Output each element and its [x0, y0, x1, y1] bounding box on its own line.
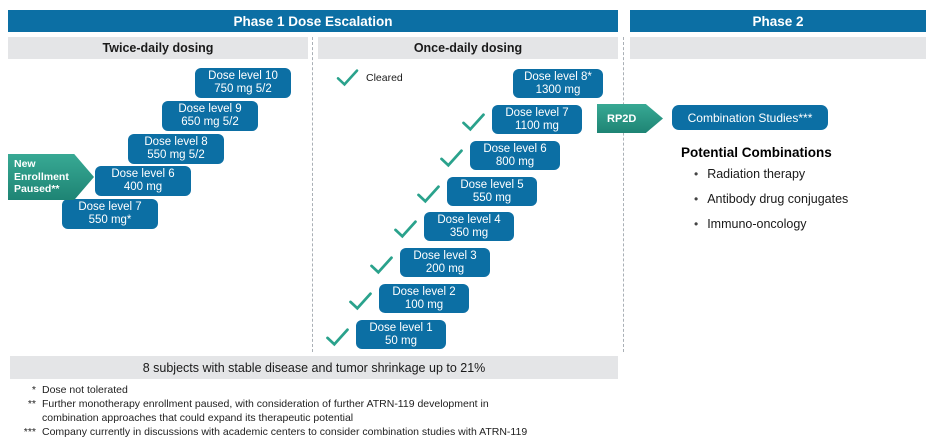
footnotes: * Dose not tolerated ** Further monother…	[2, 384, 622, 441]
bullet-text: Antibody drug conjugates	[707, 192, 849, 206]
dose-box-label: Dose level 7	[78, 201, 142, 213]
dose-box-qd-7: Dose level 7 1100 mg	[462, 105, 582, 134]
cleared-legend-label: Cleared	[366, 71, 403, 84]
phase2-header: Phase 2	[630, 10, 926, 32]
dose-box-label: Dose level 6	[483, 142, 547, 155]
dose-box-qd-5: Dose level 5 550 mg	[417, 177, 537, 206]
footnote-text: Company currently in discussions with ac…	[42, 426, 528, 439]
cleared-legend: Cleared	[336, 68, 403, 87]
dose-box-bid-10: Dose level 10 750 mg 5/2	[195, 68, 291, 98]
list-item: Radiation therapy	[694, 167, 848, 181]
dose-box-bid-6: Dose level 6 400 mg	[95, 166, 191, 196]
dose-box-label: Dose level 3	[413, 249, 477, 262]
dose-box-dose: 400 mg	[123, 181, 163, 193]
dose-box-dose: 750 mg 5/2	[214, 83, 272, 95]
twice-daily-title: Twice-daily dosing	[102, 41, 214, 55]
check-icon	[461, 112, 486, 136]
new-enrollment-paused-label: New Enrollment Paused**	[14, 158, 69, 196]
potential-combinations-list: Radiation therapy Antibody drug conjugat…	[694, 167, 848, 242]
dose-box-label: Dose level 5	[460, 178, 524, 191]
once-daily-title: Once-daily dosing	[413, 41, 523, 55]
twice-daily-subheader: Twice-daily dosing	[8, 37, 308, 59]
dose-box-dose: 1300 mg	[535, 83, 581, 96]
dose-box-dose: 200 mg	[425, 262, 465, 275]
footnote-symbol: *	[31, 384, 36, 396]
potential-combinations-title: Potential Combinations	[681, 145, 832, 160]
summary-bar: 8 subjects with stable disease and tumor…	[10, 356, 618, 379]
footnote-text: Dose not tolerated	[42, 384, 128, 396]
check-icon	[393, 219, 418, 243]
dose-box-dose: 1100 mg	[515, 119, 559, 132]
dose-box-dose: 550 mg*	[88, 214, 132, 226]
list-item: Antibody drug conjugates	[694, 192, 848, 206]
dose-box-dose: 550 mg	[472, 191, 512, 204]
check-icon	[369, 255, 394, 279]
dose-box-label: Dose level 8*	[524, 70, 592, 83]
phase1-title: Phase 1 Dose Escalation	[233, 13, 393, 29]
check-icon	[416, 184, 441, 208]
dose-box-dose: 650 mg 5/2	[181, 116, 239, 128]
check-icon	[348, 291, 373, 315]
dose-box-qd-1: Dose level 1 50 mg	[326, 320, 446, 349]
bullet-text: Immuno-oncology	[707, 217, 807, 231]
dose-box-label: Dose level 1	[369, 321, 433, 334]
divider-dashed-left	[312, 37, 313, 352]
dose-box-label: Dose level 6	[111, 168, 175, 180]
footnote-symbol: **	[27, 398, 36, 411]
dose-box-qd-3: Dose level 3 200 mg	[370, 248, 490, 277]
list-item: Immuno-oncology	[694, 217, 848, 231]
footnote-symbol: ***	[23, 426, 36, 439]
combination-studies-label: Combination Studies***	[687, 110, 813, 125]
phase2-title: Phase 2	[752, 13, 804, 29]
dose-box-dose: 350 mg	[449, 226, 489, 239]
dose-box-dose: 50 mg	[385, 334, 417, 347]
bullet-text: Radiation therapy	[707, 167, 806, 181]
dose-box-dose: 100 mg	[404, 298, 444, 311]
dose-box-label: Dose level 9	[178, 103, 242, 115]
phase2-subheader-empty	[630, 37, 926, 59]
check-icon	[336, 69, 359, 87]
phase1-header: Phase 1 Dose Escalation	[8, 10, 618, 32]
dose-box-bid-9: Dose level 9 650 mg 5/2	[162, 101, 258, 131]
dose-box-qd-6: Dose level 6 800 mg	[440, 141, 560, 170]
dose-box-bid-8: Dose level 8 550 mg 5/2	[128, 134, 224, 164]
footnote-text: Further monotherapy enrollment paused, w…	[42, 398, 489, 424]
dose-box-label: Dose level 4	[437, 213, 501, 226]
dose-box-bid-7: Dose level 7 550 mg*	[62, 199, 158, 229]
check-icon	[325, 327, 350, 351]
rp2d-arrow: RP2D	[597, 104, 663, 133]
dose-box-label: Dose level 10	[208, 70, 278, 82]
dose-box-dose: 550 mg 5/2	[147, 149, 205, 161]
once-daily-subheader: Once-daily dosing	[318, 37, 618, 59]
combination-studies-box: Combination Studies***	[672, 105, 828, 130]
dose-box-label: Dose level 2	[392, 285, 456, 298]
dose-box-dose: 800 mg	[495, 155, 535, 168]
new-enrollment-paused-arrow: New Enrollment Paused**	[8, 154, 94, 200]
dose-box-label: Dose level 8	[144, 136, 208, 148]
summary-text: 8 subjects with stable disease and tumor…	[142, 360, 486, 375]
divider-dashed-right	[623, 37, 624, 352]
dose-box-qd-2: Dose level 2 100 mg	[349, 284, 469, 313]
dose-box-qd-4: Dose level 4 350 mg	[394, 212, 514, 241]
check-icon	[439, 148, 464, 172]
dose-box-label: Dose level 7	[505, 106, 569, 119]
rp2d-label: RP2D	[607, 112, 637, 125]
dose-box-qd-8: Dose level 8* 1300 mg	[513, 69, 603, 98]
